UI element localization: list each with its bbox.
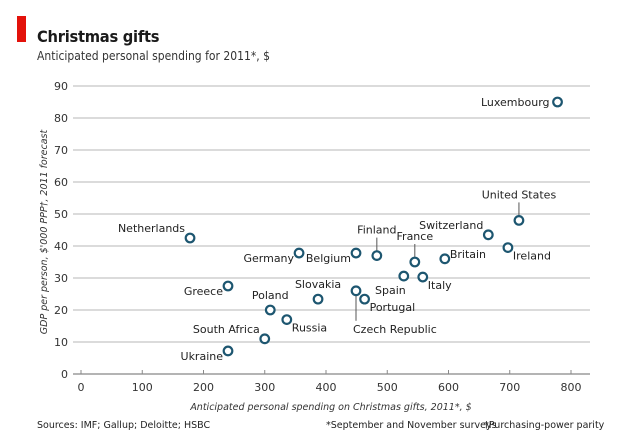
point-labels: Luxembourg United States Switzerland Irelan…	[118, 96, 556, 363]
point-greece	[222, 280, 234, 292]
footnote-ppp: †Purchasing-power parity	[484, 420, 605, 431]
point-south-africa	[259, 333, 271, 345]
y-tick-label: 20	[54, 304, 68, 317]
label-poland: Poland	[252, 289, 289, 302]
y-tick-label: 0	[61, 368, 68, 381]
point-united-states	[513, 214, 525, 226]
footnote-surveys: *September and November surveys	[326, 420, 497, 431]
label-leaders	[355, 202, 520, 321]
x-tick-label: 600	[438, 381, 459, 394]
point-france	[409, 256, 421, 268]
point-spain	[398, 270, 410, 282]
y-tick-label: 30	[54, 272, 68, 285]
point-poland	[264, 304, 276, 316]
y-tick-label: 70	[54, 144, 68, 157]
y-tick-label: 40	[54, 240, 68, 253]
label-france: France	[397, 230, 434, 243]
label-belgium: Belgium	[306, 252, 351, 265]
y-tick-label: 90	[54, 80, 68, 93]
y-tick-label: 50	[54, 208, 68, 221]
point-czech-republic	[350, 285, 362, 297]
point-switzerland	[482, 229, 494, 241]
chart-title: Christmas gifts	[37, 27, 160, 46]
point-ireland	[502, 242, 514, 254]
label-ireland: Ireland	[513, 250, 551, 263]
point-germany	[293, 247, 305, 259]
y-tick-label: 60	[54, 176, 68, 189]
point-finland	[371, 250, 383, 262]
label-spain: Spain	[375, 284, 406, 297]
point-belgium	[350, 247, 362, 259]
point-netherlands	[184, 232, 196, 244]
x-tick-label: 200	[193, 381, 214, 394]
gridlines	[73, 85, 590, 343]
label-slovakia: Slovakia	[295, 278, 341, 291]
y-axis-label: GDP per person, $'000 PPP†, 2011 forecas…	[39, 129, 50, 335]
x-tick-label: 800	[561, 381, 582, 394]
label-portugal: Portugal	[370, 301, 416, 314]
label-united-states: United States	[482, 188, 557, 201]
point-britain	[439, 253, 451, 265]
label-greece: Greece	[184, 285, 223, 298]
label-switzerland: Switzerland	[419, 219, 483, 232]
x-tick-label: 400	[316, 381, 337, 394]
chart-subtitle: Anticipated personal spending for 2011*,…	[37, 49, 270, 63]
label-ukraine: Ukraine	[181, 350, 224, 363]
label-russia: Russia	[292, 322, 327, 335]
point-ukraine	[222, 345, 234, 357]
label-luxembourg: Luxembourg	[481, 96, 550, 109]
x-tick-label: 100	[132, 381, 153, 394]
label-italy: Italy	[428, 279, 452, 292]
point-portugal	[359, 293, 370, 305]
y-tick-label: 80	[54, 112, 68, 125]
label-finland: Finland	[357, 224, 396, 237]
label-germany: Germany	[243, 252, 294, 265]
data-points	[184, 96, 563, 357]
point-russia	[281, 314, 293, 326]
sources-note: Sources: IMF; Gallup; Deloitte; HSBC	[37, 420, 211, 431]
label-britain: Britain	[450, 248, 486, 261]
label-netherlands: Netherlands	[118, 222, 185, 235]
y-tick-label: 10	[54, 336, 68, 349]
x-tick-label: 0	[78, 381, 85, 394]
point-italy	[417, 271, 429, 283]
x-tick-label: 300	[254, 381, 275, 394]
x-axis-label: Anticipated personal spending on Christm…	[189, 402, 471, 413]
accent-bar	[17, 16, 26, 42]
label-south-africa: South Africa	[193, 323, 260, 336]
x-tick-label: 700	[499, 381, 520, 394]
y-axis-ticks: 0 10 20 30 40 50 60 70 80 90	[54, 80, 68, 381]
point-slovakia	[312, 293, 324, 305]
x-axis: 0 100 200 300 400 500 600 700 800	[73, 370, 590, 394]
label-czech-republic: Czech Republic	[353, 323, 437, 336]
x-tick-label: 500	[377, 381, 398, 394]
point-luxembourg	[552, 96, 563, 108]
